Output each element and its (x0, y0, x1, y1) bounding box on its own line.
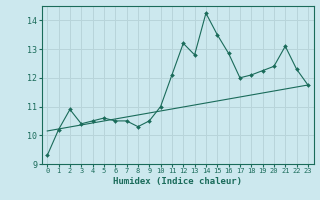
X-axis label: Humidex (Indice chaleur): Humidex (Indice chaleur) (113, 177, 242, 186)
